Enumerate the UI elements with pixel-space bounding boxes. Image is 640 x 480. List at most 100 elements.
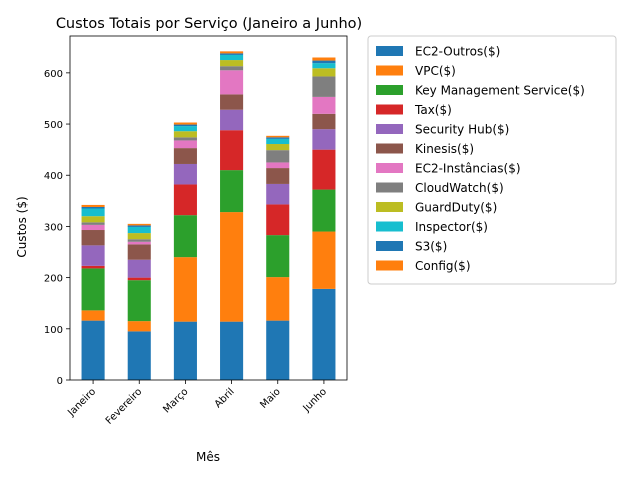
bar-segment-abril-4 bbox=[220, 109, 244, 131]
legend-entry-label: S3($) bbox=[415, 240, 447, 254]
bar-segment-fevereiro-0 bbox=[127, 331, 151, 380]
bar-segment-junho-3 bbox=[312, 149, 336, 190]
legend-entry-label: CloudWatch($) bbox=[415, 181, 504, 195]
bar-segment-maio-7 bbox=[266, 150, 290, 163]
bar-segment-maio-1 bbox=[266, 277, 290, 321]
bar-segment-março-6 bbox=[173, 140, 197, 149]
legend-swatch bbox=[376, 221, 403, 232]
bar-segment-fevereiro-1 bbox=[127, 321, 151, 332]
legend-swatch bbox=[376, 65, 403, 76]
bar-segment-março-9 bbox=[173, 126, 197, 132]
bar-segment-fevereiro-10 bbox=[127, 225, 151, 227]
legend-swatch bbox=[376, 202, 403, 212]
legend-entry-label: GuardDuty($) bbox=[415, 201, 497, 215]
bar-segment-abril-11 bbox=[220, 51, 244, 54]
bar-segment-maio-4 bbox=[266, 183, 290, 205]
bar-segment-março-7 bbox=[173, 137, 197, 141]
legend-swatch bbox=[376, 124, 403, 134]
legend-box bbox=[367, 35, 617, 285]
legend-entry-label: EC2-Outros($) bbox=[415, 45, 500, 59]
legend-entry-label: Tax($) bbox=[414, 103, 452, 117]
bar-segment-março-11 bbox=[173, 122, 197, 125]
x-tick-label: Janeiro bbox=[65, 386, 98, 419]
x-tick-label: Abril bbox=[213, 386, 237, 410]
bar-segment-abril-7 bbox=[220, 66, 244, 71]
legend-swatch bbox=[376, 143, 403, 154]
bar-segment-maio-6 bbox=[266, 162, 290, 169]
bar-segment-janeiro-1 bbox=[81, 310, 105, 321]
y-tick-label: 400 bbox=[44, 171, 63, 182]
bar-segment-janeiro-8 bbox=[81, 216, 105, 223]
bar-segment-junho-8 bbox=[312, 68, 336, 77]
bar-segment-maio-0 bbox=[266, 320, 290, 380]
bar-segment-junho-2 bbox=[312, 189, 336, 232]
y-tick-label: 0 bbox=[57, 376, 63, 387]
x-tick-label: Março bbox=[161, 386, 190, 415]
legend-entry-label: Inspector($) bbox=[415, 220, 488, 234]
plot-frame bbox=[69, 35, 348, 381]
bar-segment-fevereiro-3 bbox=[127, 277, 151, 281]
bars-layer bbox=[81, 51, 336, 380]
bar-segment-janeiro-10 bbox=[81, 206, 105, 209]
bar-segment-maio-8 bbox=[266, 144, 290, 151]
x-tick-label: Maio bbox=[258, 386, 283, 411]
legend-swatch bbox=[376, 104, 403, 115]
bar-segment-março-8 bbox=[173, 131, 197, 138]
bar-segment-março-4 bbox=[173, 163, 197, 185]
bar-segment-junho-7 bbox=[312, 76, 336, 97]
bar-segment-junho-11 bbox=[312, 57, 336, 61]
y-tick-label: 100 bbox=[44, 325, 63, 336]
bar-segment-fevereiro-9 bbox=[127, 226, 151, 234]
y-tick-label: 200 bbox=[44, 274, 63, 285]
bar-segment-janeiro-5 bbox=[81, 230, 105, 246]
legend-swatch bbox=[376, 182, 403, 193]
bar-segment-janeiro-11 bbox=[81, 204, 105, 207]
legend-entry-label: VPC($) bbox=[415, 64, 456, 78]
x-tick-label: Junho bbox=[301, 386, 329, 414]
bar-segment-junho-10 bbox=[312, 60, 336, 64]
bar-segment-abril-0 bbox=[220, 321, 244, 380]
bar-segment-abril-9 bbox=[220, 54, 244, 61]
bar-segment-janeiro-0 bbox=[81, 320, 105, 380]
bar-segment-junho-1 bbox=[312, 231, 336, 289]
legend: EC2-Outros($) VPC($) Key Management Servic… bbox=[367, 35, 617, 285]
legend-swatch bbox=[376, 241, 403, 251]
bar-segment-maio-5 bbox=[266, 168, 290, 184]
bar-segment-junho-9 bbox=[312, 63, 336, 69]
bar-segment-maio-10 bbox=[266, 137, 290, 139]
bar-segment-fevereiro-5 bbox=[127, 244, 151, 260]
bar-segment-maio-11 bbox=[266, 135, 290, 138]
bar-segment-abril-5 bbox=[220, 94, 244, 110]
bar-segment-janeiro-3 bbox=[81, 265, 105, 269]
chart-title: Custos Totais por Serviço (Janeiro a Jun… bbox=[56, 16, 362, 32]
bar-segment-março-0 bbox=[173, 321, 197, 380]
bar-segment-maio-3 bbox=[266, 204, 290, 236]
bar-segment-abril-3 bbox=[220, 130, 244, 171]
bar-segment-fevereiro-4 bbox=[127, 259, 151, 278]
bar-segment-fevereiro-8 bbox=[127, 233, 151, 240]
y-tick-label: 600 bbox=[44, 69, 63, 80]
bar-segment-março-3 bbox=[173, 184, 197, 216]
bar-segment-junho-6 bbox=[312, 96, 336, 114]
y-tick-label: 500 bbox=[44, 120, 63, 131]
x-tick-label: Fevereiro bbox=[104, 386, 144, 426]
legend-swatch bbox=[376, 163, 403, 173]
bar-segment-janeiro-4 bbox=[81, 245, 105, 266]
legend-entry-label: Kinesis($) bbox=[415, 142, 474, 156]
bar-segment-junho-5 bbox=[312, 113, 336, 130]
bar-segment-janeiro-7 bbox=[81, 222, 105, 225]
bar-segment-abril-8 bbox=[220, 60, 244, 67]
y-axis-label: Custos ($) bbox=[15, 196, 29, 257]
bar-segment-janeiro-6 bbox=[81, 224, 105, 231]
bar-segment-fevereiro-6 bbox=[127, 241, 151, 245]
bar-segment-fevereiro-11 bbox=[127, 223, 151, 226]
bar-segment-abril-2 bbox=[220, 170, 244, 213]
legend-entry-label: Config($) bbox=[415, 259, 471, 273]
bar-segment-março-10 bbox=[173, 124, 197, 127]
legend-swatch bbox=[376, 46, 403, 56]
bar-segment-abril-1 bbox=[220, 212, 244, 322]
legend-entry-label: EC2-Instâncias($) bbox=[415, 162, 521, 176]
bar-segment-fevereiro-7 bbox=[127, 239, 151, 242]
legend-entry-label: Security Hub($) bbox=[415, 123, 509, 137]
